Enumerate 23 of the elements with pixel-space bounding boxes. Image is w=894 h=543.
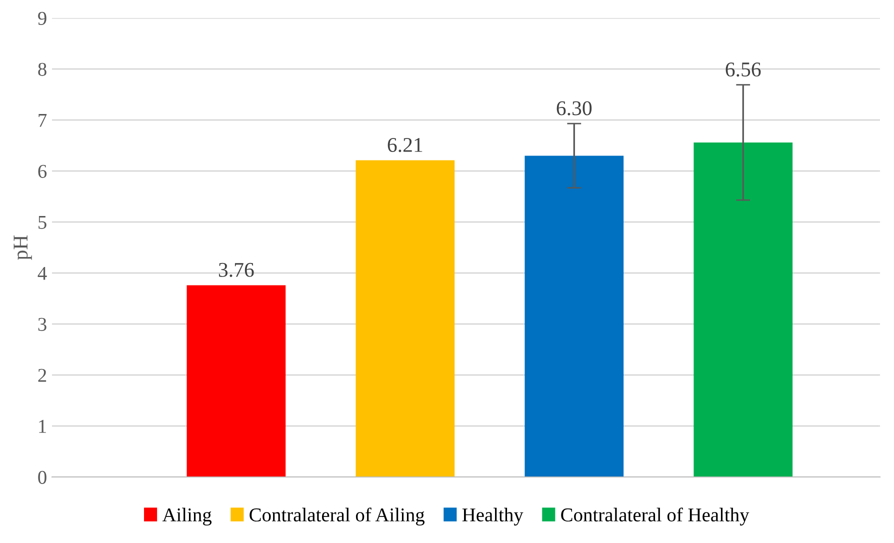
legend-label: Ailing [162, 508, 212, 526]
y-tick-label: 6 [38, 164, 47, 178]
legend-label: Healthy [462, 508, 524, 526]
legend-label: Contralateral of Ailing [250, 508, 425, 526]
data-label: 6.56 [726, 62, 761, 77]
y-tick-label: 8 [38, 62, 46, 76]
y-tick-label: 5 [38, 216, 46, 229]
y-axis-title: pH [14, 235, 32, 260]
bar [694, 142, 793, 477]
y-tick-label: 1 [39, 420, 46, 433]
data-label: 3.76 [218, 262, 254, 278]
bar [186, 285, 286, 477]
y-tick-label: 7 [38, 114, 47, 127]
y-tick-label: 9 [38, 12, 46, 25]
y-tick-label: 2 [38, 368, 46, 382]
bar [524, 156, 624, 477]
y-tick-label: 0 [38, 470, 46, 484]
y-tick-label: 4 [38, 266, 47, 280]
bar [356, 160, 455, 477]
data-label: 6.30 [556, 101, 592, 116]
legend-label: Contralateral of Healthy [561, 508, 750, 526]
y-tick-label: 3 [38, 318, 46, 331]
data-label: 6.21 [388, 138, 422, 152]
